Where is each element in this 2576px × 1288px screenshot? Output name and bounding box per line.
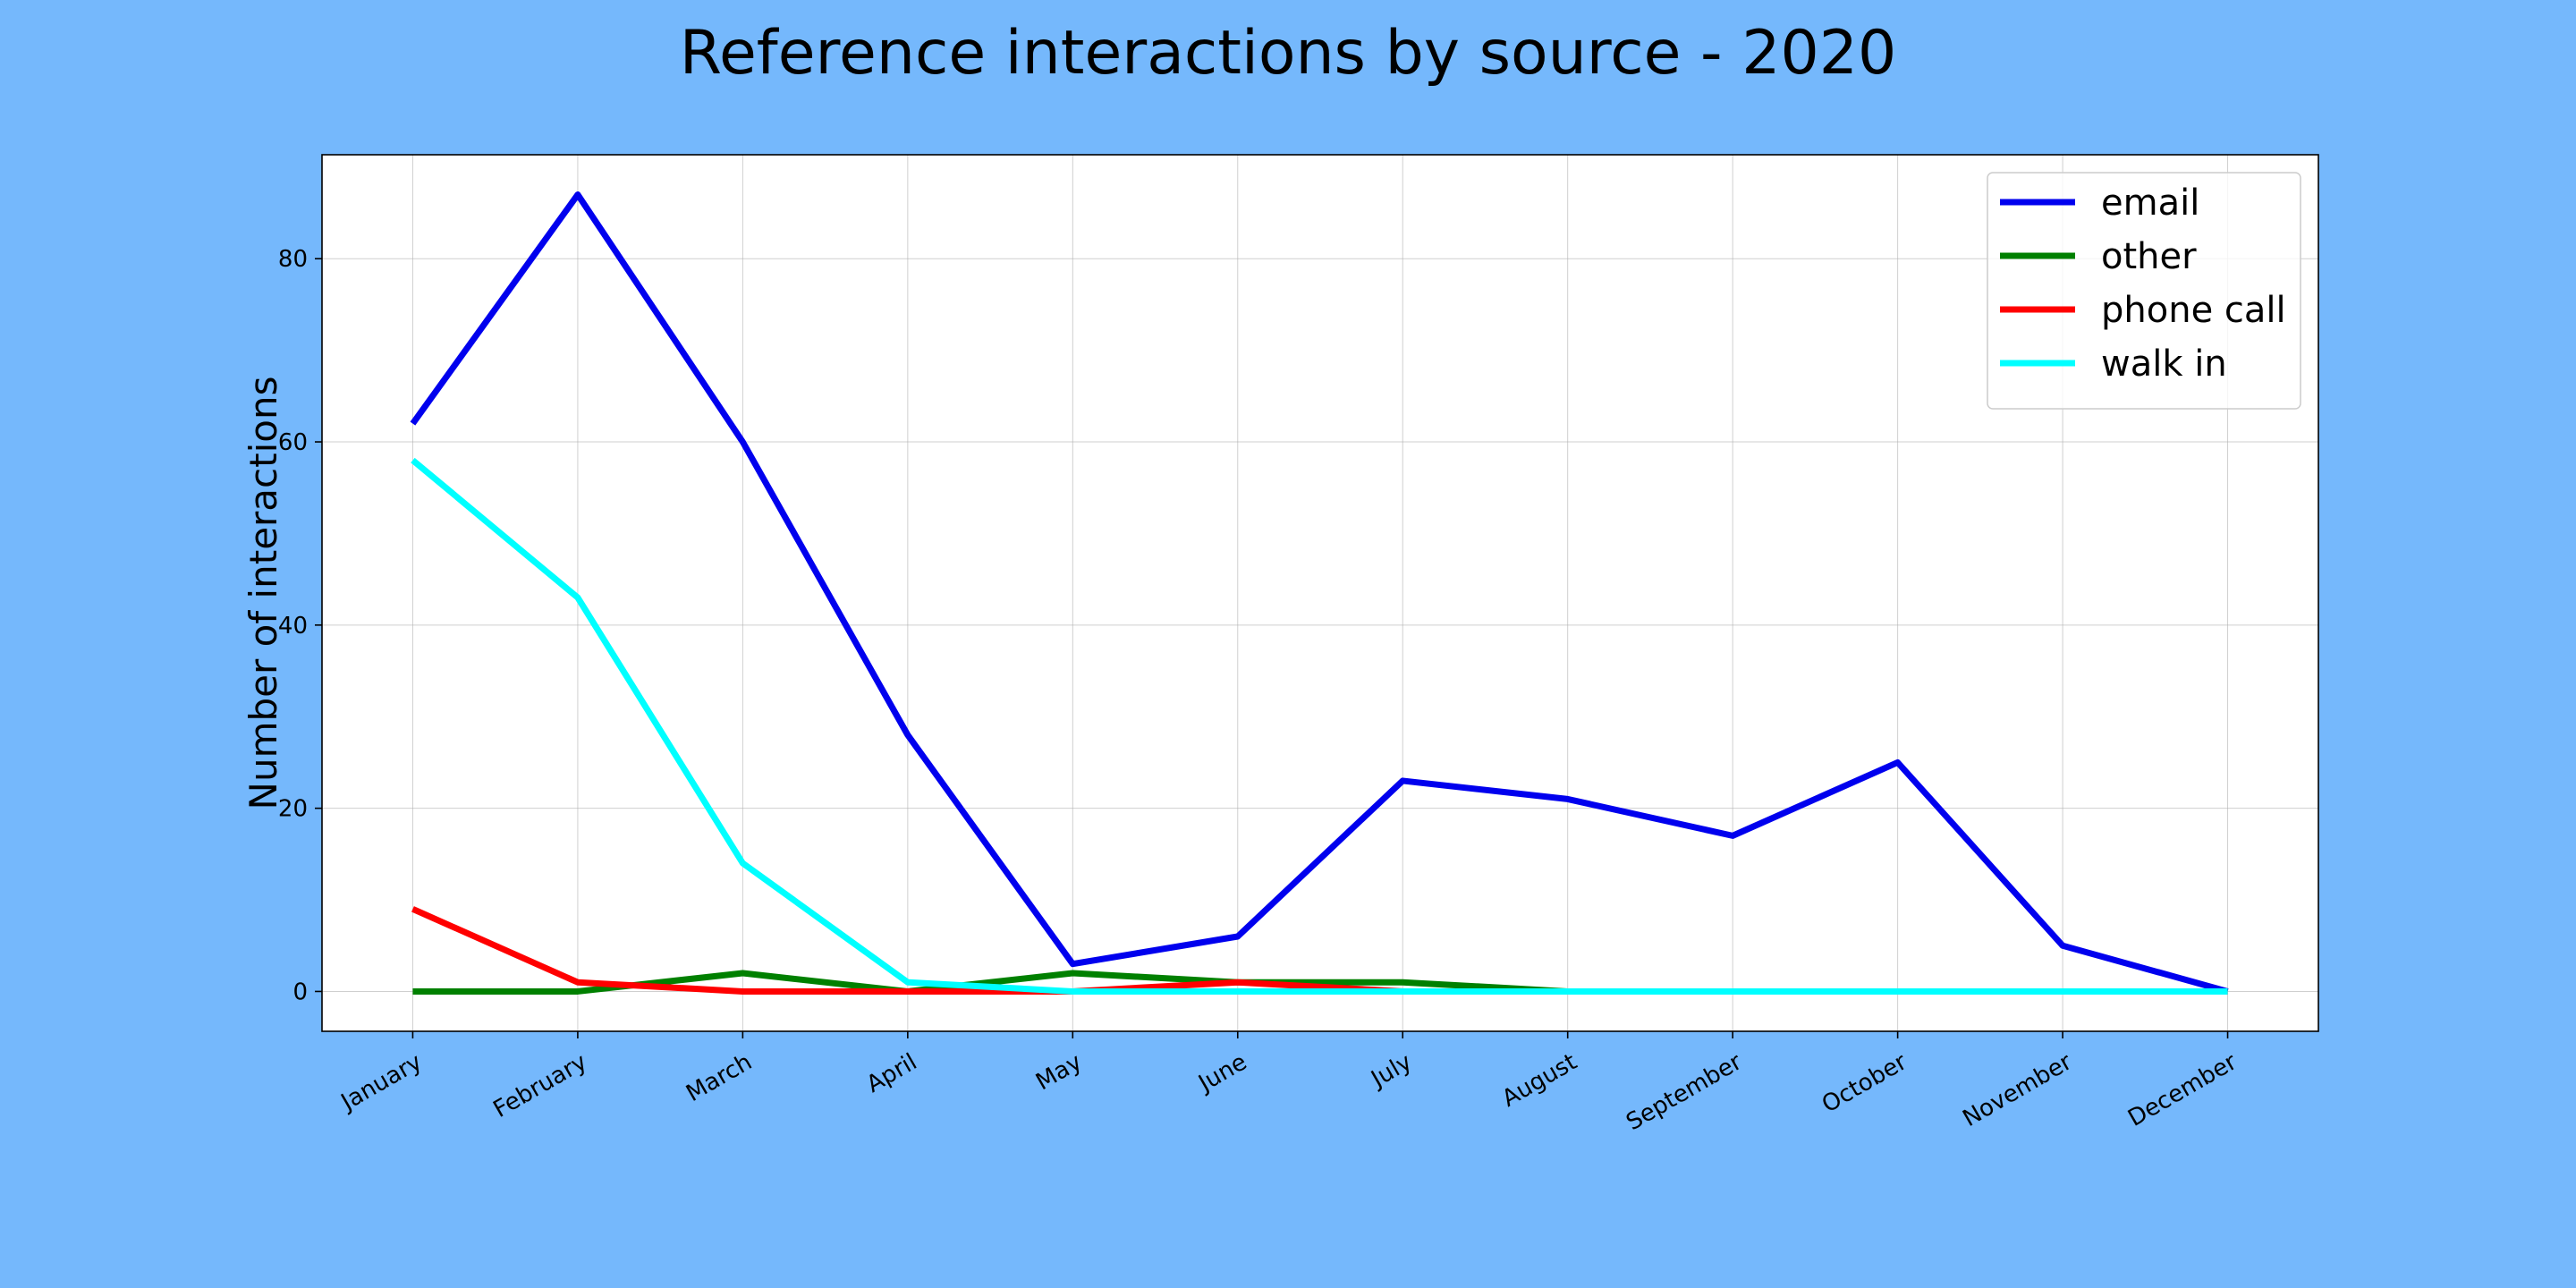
y-tick-label: 0 (292, 979, 308, 1005)
legend: email other phone call walk in (1987, 172, 2301, 410)
legend-label: walk in (2101, 343, 2227, 385)
plot-area (322, 155, 2318, 1031)
y-tick-label: 60 (278, 429, 308, 456)
legend-label: phone call (2101, 290, 2286, 331)
legend-label: email (2101, 182, 2199, 224)
plot-frame (321, 154, 2319, 1032)
chart-title: Reference interactions by source - 2020 (680, 18, 1897, 89)
series-line-email (410, 191, 2229, 995)
series-lines (410, 191, 2229, 995)
grid (322, 155, 2318, 1031)
y-axis-label: Number of interactions (242, 377, 285, 810)
y-tick-label: 20 (278, 796, 308, 823)
y-tick-label: 80 (278, 246, 308, 273)
legend-box (1987, 172, 2301, 410)
y-axis: 0 20 40 60 80 (278, 246, 322, 1005)
series-line-walk-in (411, 457, 2228, 995)
legend-label: other (2101, 236, 2197, 277)
y-tick-label: 40 (278, 613, 308, 640)
